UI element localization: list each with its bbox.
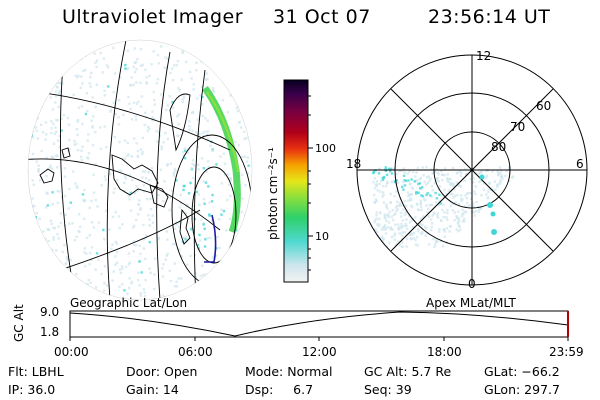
colorbar-ticks <box>308 95 313 271</box>
altitude-ylabel: GC Alt <box>12 304 26 342</box>
status-gc-alt: GC Alt: 5.7 Re <box>364 364 452 379</box>
geo-meridians <box>59 40 206 300</box>
altitude-x-ticks <box>69 337 569 341</box>
altitude-ymax: 9.0 <box>40 305 60 319</box>
status-mode: Mode: Normal <box>245 364 333 379</box>
status-glon: GLon: 297.7 <box>484 382 560 397</box>
x-tick-1800: 18:00 <box>427 345 462 359</box>
colorbar-tick-10: 10 <box>315 230 329 243</box>
status-ip: IP: 36.0 <box>8 382 56 397</box>
geo-map <box>28 40 252 300</box>
colorbar <box>283 79 309 283</box>
status-filter: Flt: LBHL <box>8 364 64 379</box>
mlat-label-70: 70 <box>510 120 525 134</box>
status-glat: GLat: −66.2 <box>484 364 560 379</box>
polar-grid <box>356 54 588 286</box>
geo-panel-label: Geographic Lat/Lon <box>70 296 188 310</box>
mlt-label-0: 0 <box>468 277 476 291</box>
polar-emission-haze <box>372 166 515 249</box>
polar-panel-label: Apex MLat/MLT <box>426 296 516 310</box>
altitude-ymin: 1.8 <box>40 325 60 339</box>
x-tick-0000: 00:00 <box>54 345 89 359</box>
coastlines <box>39 93 191 245</box>
x-tick-2359: 23:59 <box>549 345 584 359</box>
instrument-title: Ultraviolet Imager <box>62 6 244 28</box>
mlat-label-80: 80 <box>491 140 506 154</box>
mlt-label-12: 12 <box>476 49 491 63</box>
status-gain: Gain: 14 <box>126 382 179 397</box>
date-label: 31 Oct 07 <box>273 6 371 28</box>
colorbar-tick-100: 100 <box>315 142 336 155</box>
x-tick-1200: 12:00 <box>302 345 337 359</box>
polar-emission-spots <box>479 174 497 235</box>
status-door: Door: Open <box>126 364 198 379</box>
mlt-label-18: 18 <box>346 157 361 171</box>
time-label: 23:56:14 UT <box>428 6 551 28</box>
mlat-label-60: 60 <box>536 99 551 113</box>
status-dsp: Dsp: 6.7 <box>245 382 314 397</box>
x-tick-0600: 06:00 <box>178 345 213 359</box>
altitude-curve <box>69 311 569 337</box>
colorbar-unit: photon cm⁻²s⁻¹ <box>266 147 280 240</box>
coastline-blue <box>204 214 217 263</box>
polar-map <box>356 54 588 286</box>
mlt-label-6: 6 <box>576 157 584 171</box>
altitude-plot-frame <box>69 310 569 338</box>
geo-emission-haze <box>28 45 252 298</box>
geo-globe-outline <box>27 39 253 301</box>
status-seq: Seq: 39 <box>364 382 412 397</box>
